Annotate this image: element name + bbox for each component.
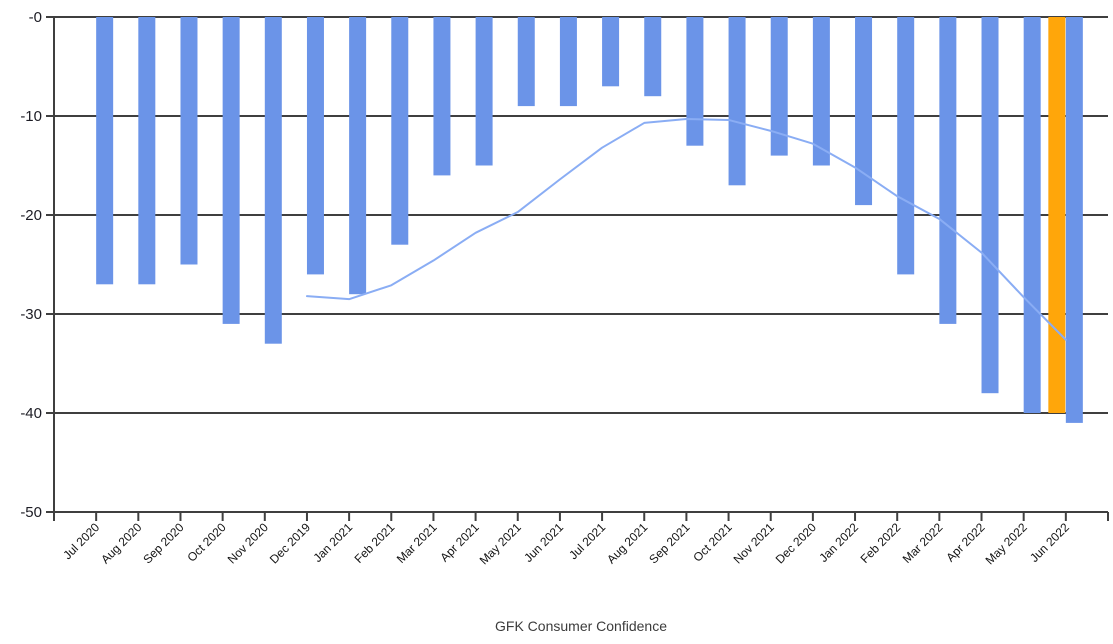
x-axis-label-dec-2019: Dec 2019	[267, 520, 313, 566]
bar-oct-2020	[222, 17, 240, 324]
highlight-bar	[1048, 17, 1066, 413]
x-axis-label-nov-2021: Nov 2021	[731, 520, 777, 566]
x-axis-label-mar-2022: Mar 2022	[900, 520, 946, 566]
x-axis-label-jul-2020: Jul 2020	[60, 520, 102, 562]
x-axis-label-jan-2021: Jan 2021	[310, 520, 355, 565]
y-axis-label--40: -40	[20, 405, 42, 422]
x-axis-label-feb-2021: Feb 2021	[352, 520, 398, 566]
bar-feb-2022	[897, 17, 915, 275]
bar-may-2022	[1023, 17, 1041, 413]
x-axis-label-aug-2021: Aug 2021	[604, 520, 650, 566]
x-axis-label-sep-2020: Sep 2020	[140, 520, 186, 566]
x-axis-label-oct-2021: Oct 2021	[690, 520, 735, 565]
bar-feb-2021	[391, 17, 409, 245]
x-axis-label-may-2022: May 2022	[983, 520, 1030, 567]
x-axis-label-jul-2021: Jul 2021	[566, 520, 608, 562]
y-axis-label--10: -10	[20, 108, 42, 125]
y-axis-label--0: -0	[29, 9, 42, 26]
bar-jun-2021	[559, 17, 577, 107]
bar-mar-2021	[433, 17, 451, 176]
bar-sep-2020	[180, 17, 198, 265]
bar-sep-2021	[686, 17, 704, 146]
x-axis-label-apr-2021: Apr 2021	[437, 520, 482, 565]
x-axis-label-nov-2020: Nov 2020	[225, 520, 271, 566]
x-axis-label-feb-2022: Feb 2022	[858, 520, 904, 566]
chart-title: GFK Consumer Confidence	[495, 618, 667, 634]
x-axis-label-mar-2021: Mar 2021	[394, 520, 440, 566]
y-axis-label--20: -20	[20, 207, 42, 224]
bar-mar-2022	[939, 17, 957, 324]
x-axis-label-jan-2022: Jan 2022	[816, 520, 861, 565]
y-axis-label--50: -50	[20, 504, 42, 521]
x-axis-label-may-2021: May 2021	[477, 520, 524, 567]
bar-jul-2021	[602, 17, 620, 87]
bar-may-2021	[517, 17, 535, 107]
bar-jun-2022	[1065, 17, 1083, 423]
bar-jan-2021	[349, 17, 367, 295]
x-axis-label-sep-2021: Sep 2021	[646, 520, 692, 566]
x-axis-label-oct-2020: Oct 2020	[184, 520, 229, 565]
x-axis-label-jun-2022: Jun 2022	[1027, 520, 1072, 565]
bar-oct-2021	[728, 17, 746, 186]
bar-dec-2020	[812, 17, 830, 166]
bar-dec-2019	[306, 17, 324, 275]
bar-jan-2022	[855, 17, 873, 206]
bar-apr-2021	[475, 17, 493, 166]
bar-jul-2020	[96, 17, 114, 285]
y-axis-label--30: -30	[20, 306, 42, 323]
bar-nov-2020	[264, 17, 282, 344]
bar-aug-2020	[138, 17, 156, 285]
bar-apr-2022	[981, 17, 999, 394]
x-axis-label-jun-2021: Jun 2021	[521, 520, 566, 565]
trend-line	[305, 117, 1067, 341]
x-axis-label-dec-2020: Dec 2020	[773, 520, 819, 566]
x-axis-label-aug-2020: Aug 2020	[98, 520, 144, 566]
x-axis-label-apr-2022: Apr 2022	[943, 520, 988, 565]
bar-aug-2021	[644, 17, 662, 97]
bar-nov-2021	[770, 17, 788, 156]
